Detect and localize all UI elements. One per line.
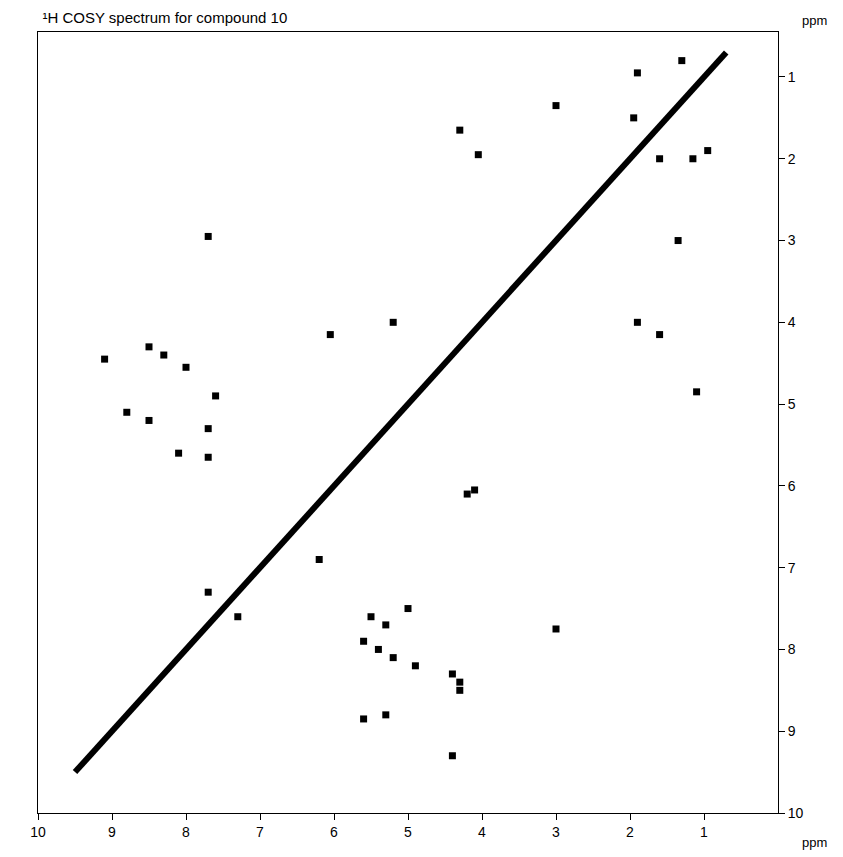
svg-text:6: 6 bbox=[330, 824, 338, 840]
svg-text:2: 2 bbox=[626, 824, 634, 840]
svg-text:10: 10 bbox=[30, 824, 46, 840]
svg-text:2: 2 bbox=[788, 151, 796, 167]
svg-text:¹H COSY spectrum for compound: ¹H COSY spectrum for compound 10 bbox=[42, 9, 287, 26]
svg-text:ppm: ppm bbox=[802, 13, 827, 28]
svg-text:3: 3 bbox=[788, 232, 796, 248]
svg-text:1: 1 bbox=[700, 824, 708, 840]
svg-text:4: 4 bbox=[478, 824, 486, 840]
svg-text:9: 9 bbox=[788, 723, 796, 739]
svg-text:7: 7 bbox=[788, 560, 796, 576]
svg-text:5: 5 bbox=[788, 396, 796, 412]
svg-text:4: 4 bbox=[788, 314, 796, 330]
svg-text:5: 5 bbox=[404, 824, 412, 840]
svg-text:ppm: ppm bbox=[802, 835, 827, 850]
svg-text:3: 3 bbox=[552, 824, 560, 840]
svg-text:8: 8 bbox=[182, 824, 190, 840]
svg-text:1: 1 bbox=[788, 69, 796, 85]
svg-text:8: 8 bbox=[788, 641, 796, 657]
svg-text:9: 9 bbox=[108, 824, 116, 840]
svg-text:6: 6 bbox=[788, 478, 796, 494]
svg-text:10: 10 bbox=[788, 805, 804, 821]
svg-text:7: 7 bbox=[256, 824, 264, 840]
